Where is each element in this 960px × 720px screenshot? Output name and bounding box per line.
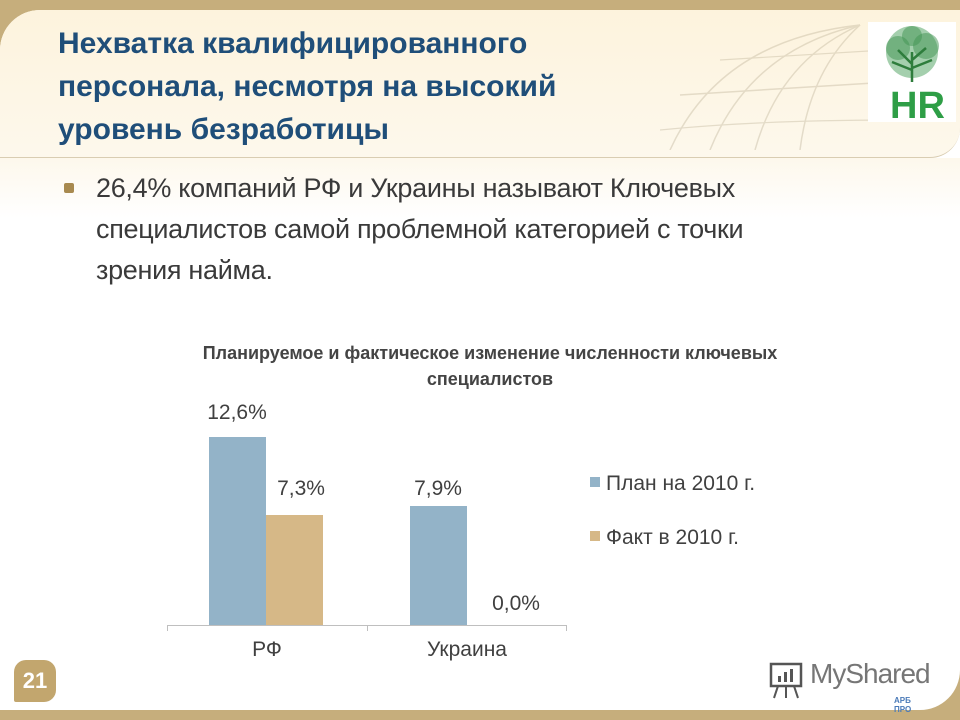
header-band: [0, 10, 960, 158]
axis-tick: [367, 625, 368, 631]
bullet-line: 26,4% компаний РФ и Украины называют Клю…: [96, 173, 735, 203]
data-label: 0,0%: [492, 592, 540, 615]
presentation-board-icon: [769, 662, 803, 699]
bullet-line: специалистов самой проблемной категорией…: [96, 214, 744, 244]
watermark-text: MyShared: [810, 658, 931, 689]
legend-item-plan: План на 2010 г.: [590, 472, 755, 496]
dome-decoration-icon: [660, 24, 896, 150]
legend-label: Факт в 2010 г.: [606, 526, 739, 549]
category-label-ukraine: Украина: [427, 638, 507, 661]
title-line: Нехватка квалифицированного: [58, 27, 528, 60]
hr-tree-logo: HR: [868, 22, 956, 127]
legend-label: План на 2010 г.: [606, 472, 756, 495]
chart-title-line: Планируемое и фактическое изменение числ…: [202, 343, 778, 363]
page-number-badge: 21: [14, 660, 56, 702]
chart-title: Планируемое и фактическое изменение числ…: [90, 340, 890, 392]
data-label: 7,3%: [277, 477, 325, 500]
legend-swatch-icon: [590, 477, 600, 487]
category-label-rf: РФ: [252, 638, 282, 661]
axis-tick: [566, 625, 567, 631]
bullet-text: 26,4% компаний РФ и Украины называют Клю…: [96, 168, 896, 291]
bar-ukraine-plan: [410, 506, 467, 625]
bar-chart-plot: [167, 400, 567, 631]
slide-frame: Нехватка квалифицированного персонала, н…: [0, 10, 960, 710]
bar-rf-plan: [209, 437, 266, 625]
legend-swatch-icon: [590, 531, 600, 541]
svg-text:HR: HR: [890, 85, 945, 122]
bullet-marker-icon: [64, 183, 74, 193]
data-label: 7,9%: [414, 477, 462, 500]
data-label: 12,6%: [207, 401, 267, 424]
axis-tick: [167, 625, 168, 631]
tree-icon: HR: [886, 26, 945, 127]
slide-title: Нехватка квалифицированного персонала, н…: [58, 22, 738, 151]
watermark-sub: АРБ ПРО: [894, 696, 912, 714]
body-gradient: [0, 158, 960, 218]
title-line: уровень безработицы: [58, 113, 390, 146]
legend-item-fact: Факт в 2010 г.: [590, 526, 739, 550]
bullet-line: зрения найма.: [96, 255, 273, 285]
title-line: персонала, несмотря на высокий: [58, 70, 557, 103]
bar-rf-fact: [266, 515, 323, 625]
watermark: MyShared АРБ ПРО: [768, 656, 931, 714]
chart-title-line: специалистов: [426, 369, 554, 389]
